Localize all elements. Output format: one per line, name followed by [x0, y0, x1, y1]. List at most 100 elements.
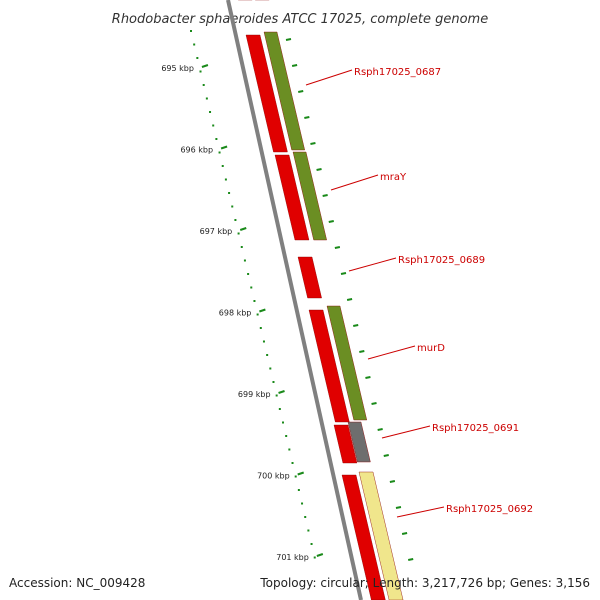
gene-cds [326, 305, 368, 421]
ruler-dot [231, 205, 234, 208]
gene-cds-pale [358, 471, 404, 600]
ruler-dot [247, 273, 250, 275]
kbp-tick-label: 697 kbp [200, 227, 233, 236]
ruler-dot [256, 313, 259, 316]
gene-label-leader [367, 345, 416, 360]
ruler-dot [301, 502, 304, 505]
ruler-dash [310, 142, 316, 145]
ruler-dot [193, 43, 196, 46]
ruler-dash [334, 246, 341, 249]
accession-label: Accession: NC_009428 [9, 576, 146, 590]
ruler-dot [304, 516, 307, 518]
gene-label-leader [348, 257, 397, 272]
gene-cds [292, 151, 327, 241]
gene-label-leader [381, 425, 431, 439]
gene-labels-layer: Rsph17025_0687 mraY Rsph17025_0689 murD Rsph… [305, 67, 533, 518]
ruler-dot [313, 556, 316, 559]
gene-arrow [341, 474, 386, 600]
gene-label: mraY [380, 172, 407, 183]
gene-arrow [333, 424, 358, 464]
kbp-tick [297, 471, 305, 476]
kbp-tick-label: 701 kbp [276, 553, 309, 562]
ruler-dot [310, 543, 313, 545]
ruler-dot [196, 57, 199, 59]
ruler-dash [408, 558, 414, 561]
gene-track-layer [237, 0, 404, 600]
genome-backbone-layer [226, 0, 363, 600]
ruler-dot [288, 448, 291, 451]
ruler-dash [298, 90, 304, 93]
ruler-dot [224, 178, 227, 181]
ruler-dash [401, 532, 408, 535]
gene-label-leader [396, 506, 445, 518]
ruler-dot [294, 475, 297, 478]
kbp-tick [239, 227, 247, 231]
ruler-dot [259, 327, 262, 329]
ruler-dot [237, 232, 240, 235]
gene-label: Rsph17025_0689 [398, 255, 485, 266]
kbp-tick [316, 553, 324, 557]
ruler-dot [282, 421, 285, 424]
gene-label: Rsph17025_0692 [446, 504, 533, 515]
gene-label-leader [330, 174, 379, 191]
kbp-tick-label: 695 kbp [161, 64, 194, 73]
ruler-dash [353, 324, 359, 327]
ruler-dot [243, 259, 246, 262]
genome-title: Rhodobacter sphaeroides ATCC 17025, comp… [112, 12, 488, 27]
ruler-dot [234, 219, 237, 221]
ruler-dot [269, 367, 272, 370]
gene-label: Rsph17025_0687 [354, 67, 441, 78]
ruler-dot [190, 30, 192, 32]
ruler-dash [322, 194, 328, 197]
ruler-dash [316, 168, 322, 171]
ruler-dash [389, 480, 396, 483]
gene-cds [263, 31, 305, 151]
ruler-dash [291, 64, 298, 67]
ruler-dot [297, 489, 300, 491]
ruler-dot [278, 408, 281, 410]
ruler-dash [285, 38, 292, 41]
ruler-dot [291, 462, 294, 464]
ruler-dot [240, 246, 243, 248]
kbp-tick [259, 308, 266, 313]
gene-arrow [274, 154, 310, 241]
kbp-tick-label: 698 kbp [219, 309, 252, 318]
kbp-tick [201, 64, 209, 68]
ruler-dash [377, 428, 383, 431]
gene-label: Rsph17025_0691 [432, 423, 519, 434]
ruler-dot [209, 111, 212, 113]
ruler-dot [275, 394, 278, 397]
genome-summary: Topology: circular; Length: 3,217,726 bp… [260, 576, 590, 590]
ruler-dot [221, 165, 224, 167]
ruler-dot [262, 340, 265, 343]
ruler-dot [205, 97, 208, 100]
ruler-dot [212, 124, 215, 127]
ruler-dash [365, 376, 371, 379]
ruler-dot [202, 84, 205, 86]
kbp-tick-label: 699 kbp [238, 390, 271, 399]
ruler-dash [328, 220, 334, 223]
ruler-dot [307, 529, 310, 532]
ruler-dash [340, 272, 347, 275]
gene-label-leader [305, 69, 353, 86]
ruler-dot [272, 381, 275, 383]
ruler-dash [359, 350, 365, 353]
ruler-dash [395, 506, 402, 509]
ruler-dot [228, 192, 231, 194]
kbp-ticks-layer: 695 kbp 696 kbp 697 kbp 698 kbp 699 kbp 700 k… [161, 30, 414, 562]
gene-cds-gray [347, 421, 371, 463]
kbp-tick [220, 145, 228, 150]
gene-arrow [297, 256, 322, 299]
ruler-dot [218, 151, 221, 154]
ruler-dash [304, 116, 310, 119]
gene-label: murD [417, 343, 445, 354]
ruler-dot [266, 354, 269, 356]
kbp-tick-label: 700 kbp [257, 472, 290, 481]
ruler-dot [215, 138, 218, 140]
ruler-dash [371, 402, 377, 405]
gene-arrow [245, 34, 288, 153]
ruler-dot [253, 300, 256, 302]
ruler-dot [199, 70, 202, 73]
ruler-dot [285, 435, 288, 437]
